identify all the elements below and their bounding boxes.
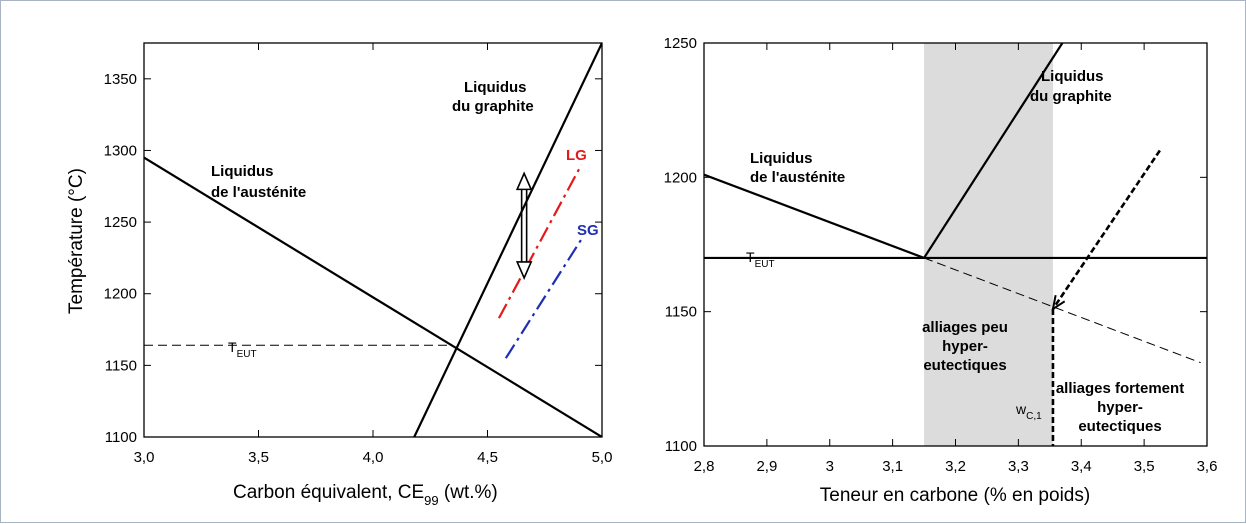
x-tick-label: 3,5: [248, 449, 269, 466]
label-fort-line2: hyper-: [1097, 399, 1143, 416]
legend-sg: SG: [577, 222, 599, 239]
x-tick-label: 2,8: [694, 458, 715, 475]
x-tick-label: 3,5: [1134, 458, 1155, 475]
label-austenite-line2-right: de l'austénite: [750, 169, 845, 186]
ticks: 2,8 2,9 3 3,1 3,2 3,3 3,4 3,5 3,6 1100 1150 1200 125…: [664, 35, 1218, 475]
x-tick-label: 4,5: [477, 449, 498, 466]
chart-right: 2,8 2,9 3 3,1 3,2 3,3 3,4 3,5 3,6 1100 1150 1200 125…: [664, 35, 1218, 506]
y-tick-label: 1150: [105, 357, 137, 374]
plot-frame-left: [143, 42, 603, 438]
label-peu-line2: hyper-: [942, 338, 988, 355]
label-austenite-line1-right: Liquidus: [750, 150, 813, 167]
teut-sub-left: EUT: [237, 349, 257, 360]
y-tick-label: 1100: [665, 438, 697, 455]
x-tick-label: 4,0: [363, 449, 384, 466]
series-line-0-1: [413, 43, 602, 437]
x-tick-label: 5,0: [592, 449, 613, 466]
x-tick-label: 3,2: [945, 458, 966, 475]
teut-main-right: T: [746, 249, 755, 265]
x-tick-label: 3,0: [134, 449, 155, 466]
shaded-region: [924, 43, 1053, 446]
x-axis-label-left-main: Carbon équivalent, CE: [233, 482, 424, 503]
y-tick-label: 1150: [665, 304, 697, 321]
y-tick-label: 1250: [104, 214, 137, 231]
series-line-1-0: [704, 173, 925, 259]
series-line-1-4: [1051, 149, 1161, 310]
plot-area: [144, 43, 602, 437]
chart-left: 3,0 3,5 4,0 4,5 5,0110011501200125013001350 …: [66, 42, 613, 508]
teut-sub-right: EUT: [755, 259, 775, 270]
plot-frame-right: [703, 42, 1208, 447]
x-tick-label: 2,9: [756, 458, 777, 475]
x-tick-label: 3,4: [1071, 458, 1092, 475]
x-axis-label-left: Carbon équivalent, CE99 (wt.%): [233, 482, 498, 508]
label-graphite-line1: Liquidus: [464, 79, 527, 96]
y-axis-label-left: Température (°C): [66, 168, 87, 314]
x-tick-label: 3,6: [1197, 458, 1218, 475]
y-tick-label: 1100: [105, 429, 137, 446]
x-axis-label-left-tail: (wt.%): [439, 482, 498, 503]
series-line-1-3: [923, 257, 1201, 364]
path-arrowhead: [1051, 295, 1066, 312]
label-fort-line3: eutectiques: [1078, 418, 1161, 435]
series-line-1-1: [923, 43, 1064, 259]
x-tick-label: 3,3: [1008, 458, 1029, 475]
y-tick-label: 1300: [104, 142, 137, 159]
ticks: 3,0 3,5 4,0 4,5 5,0 1100 1150 1200 1250 1300 1350: [104, 43, 613, 466]
x-axis-label-right: Teneur en carbone (% en poids): [820, 485, 1090, 506]
series-line-0-3: [504, 238, 583, 359]
x-tick-label: 3,1: [882, 458, 903, 475]
label-fort-line1: alliages fortement: [1056, 380, 1184, 397]
teut-main-left: T: [228, 339, 237, 355]
label-peu-line1: alliages peu: [922, 319, 1008, 336]
wc1-main: w: [1015, 401, 1027, 417]
label-graphite-line1-right: Liquidus: [1041, 68, 1104, 85]
series-line-0-0: [144, 156, 602, 437]
x-axis-label-left-sub: 99: [424, 493, 438, 508]
y-tick-label: 1200: [104, 286, 137, 303]
label-wc1: wC,1: [1015, 401, 1042, 422]
label-teut-right: TEUT: [746, 249, 775, 270]
series-line-0-2: [497, 164, 583, 319]
wc1-sub: C,1: [1026, 411, 1042, 422]
label-teut-left: TEUT: [228, 339, 257, 360]
label-austenite-line2: de l'austénite: [211, 184, 306, 201]
label-graphite-line2: du graphite: [452, 98, 534, 115]
y-tick-label: 1250: [664, 35, 697, 52]
label-peu-line3: eutectiques: [923, 357, 1006, 374]
y-tick-label: 1200: [664, 169, 697, 186]
x-tick-label: 3: [826, 458, 834, 475]
legend-lg: LG: [566, 147, 587, 164]
plot-area: [704, 43, 1207, 446]
y-tick-label: 1350: [104, 71, 137, 88]
double-arrow: [515, 171, 533, 280]
label-graphite-line2-right: du graphite: [1030, 88, 1112, 105]
label-austenite-line1: Liquidus: [211, 163, 274, 180]
